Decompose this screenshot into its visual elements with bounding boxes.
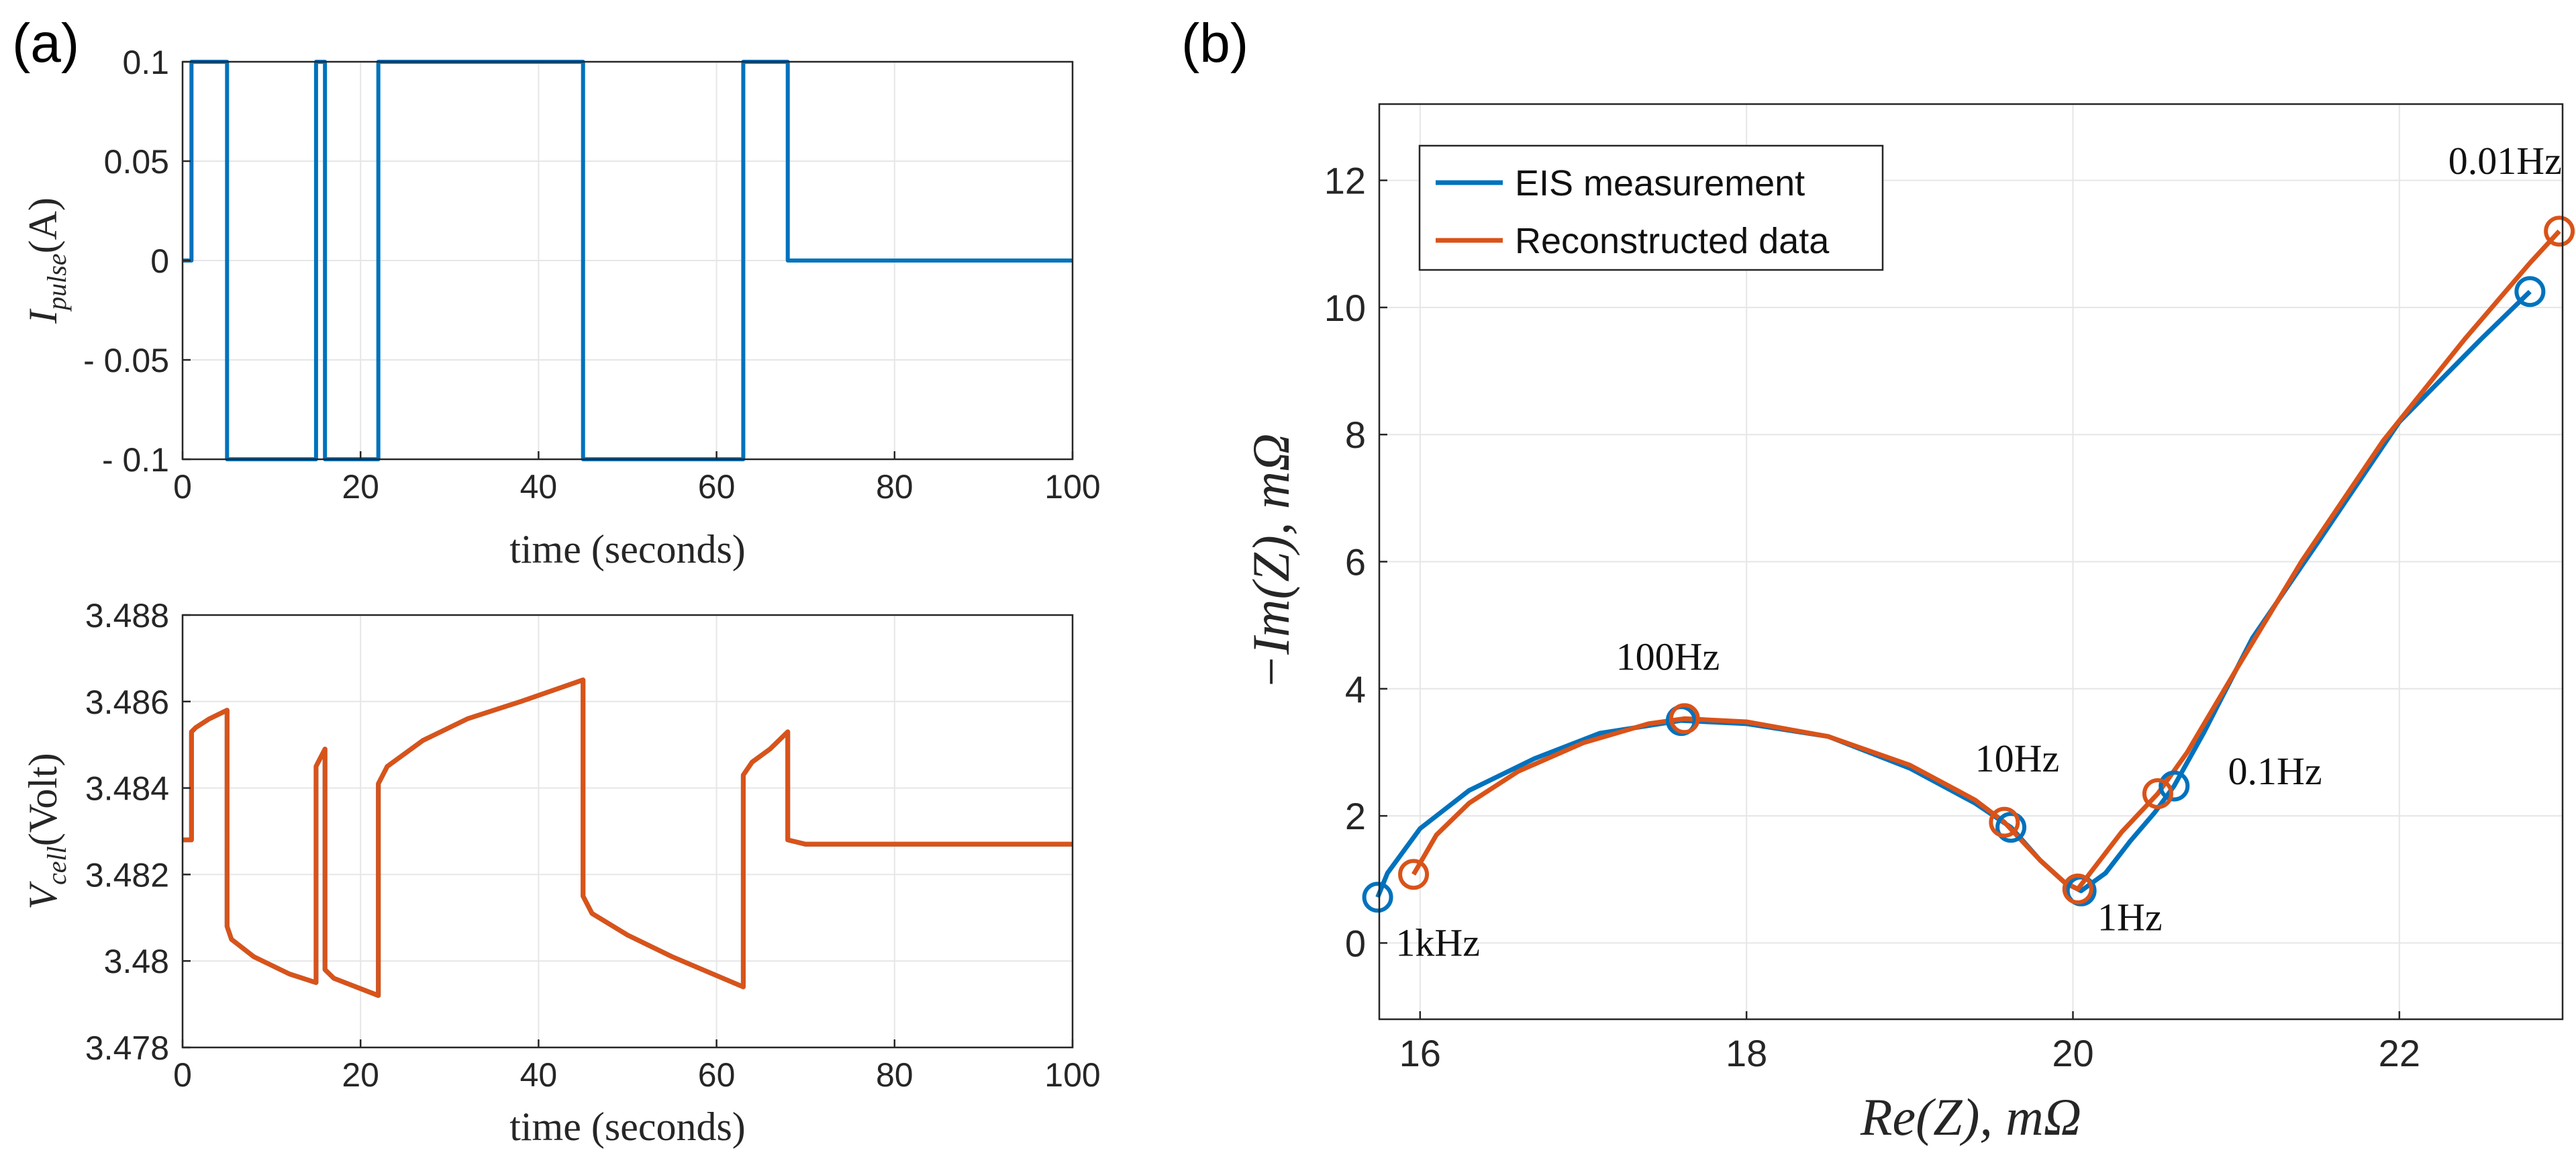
frequency-annotation: 1Hz: [2097, 895, 2163, 939]
x-tick-label: 18: [1726, 1032, 1767, 1074]
y-axis-label: −Im(Z), mΩ: [1242, 433, 1300, 690]
data-point-marker: [2544, 216, 2575, 247]
y-axis-label-subscript: pulse: [42, 253, 72, 312]
plot-frame: [181, 614, 1074, 1049]
y-tick-label: 3.482: [85, 856, 169, 894]
y-tick-label: 3.478: [85, 1029, 169, 1067]
y-axis-label-subscript: cell: [42, 846, 72, 885]
y-axis-label-main: V: [21, 881, 65, 910]
y-tick-label: 2: [1345, 795, 1366, 837]
x-axis-label: time (seconds): [509, 1105, 746, 1149]
frequency-annotation: 1kHz: [1395, 921, 1480, 964]
y-tick-label: 8: [1345, 414, 1366, 456]
x-tick-label: 100: [1044, 468, 1100, 506]
x-tick-label: 20: [342, 468, 379, 506]
data-point-marker: [1362, 882, 1393, 913]
frequency-annotation: 10Hz: [1975, 737, 2060, 780]
x-tick-label: 100: [1044, 1056, 1100, 1094]
y-tick-label: 0.05: [104, 143, 169, 181]
data-point-marker: [1398, 859, 1430, 890]
x-axis-label: Re(Z), mΩ: [1860, 1088, 2081, 1146]
legend-entry: EIS measurement: [1515, 163, 1805, 203]
nyquist-plot: 16 18 20 22 0 2 4 6 8 10 12 Re(Z), mΩ −Im(Z), mΩ 1kHz…: [1242, 103, 2575, 1146]
series-line-eis-measurement: [1375, 289, 2532, 898]
x-axis-label: time (seconds): [509, 527, 746, 571]
y-axis-label: Ipulse(A): [21, 197, 72, 324]
y-tick-label: 0.1: [122, 44, 169, 81]
y-axis-label-main: I: [21, 308, 65, 324]
x-tick-label: 22: [2379, 1032, 2420, 1074]
x-tick-label: 0: [173, 1056, 192, 1094]
x-tick-label: 20: [2052, 1032, 2093, 1074]
y-tick-label: 10: [1324, 287, 1366, 329]
data-point-marker: [1669, 703, 1700, 735]
series-line-reconstructed: [183, 677, 1073, 998]
y-tick-label: 3.488: [85, 597, 169, 635]
x-tick-label: 60: [698, 1056, 736, 1094]
x-tick-label: 16: [1399, 1032, 1441, 1074]
y-tick-label: 12: [1324, 160, 1366, 202]
x-tick-label: 80: [876, 468, 913, 506]
cell-voltage-plot: 0 20 40 60 80 100 3.478 3.48 3.482 3.484 3.486 3.48…: [21, 597, 1101, 1149]
x-tick-label: 40: [520, 468, 558, 506]
legend: EIS measurement Reconstructed data: [1418, 144, 1884, 271]
data-point-marker: [1995, 812, 2027, 843]
x-tick-label: 60: [698, 468, 736, 506]
data-point-marker: [1989, 806, 2020, 838]
panel-label-b: (b): [1181, 13, 1248, 74]
legend-box: [1418, 144, 1884, 271]
y-tick-label: 6: [1345, 541, 1366, 583]
data-point-marker: [2159, 770, 2190, 802]
data-point-marker: [2142, 778, 2173, 809]
x-tick-label: 20: [342, 1056, 379, 1094]
y-tick-label: - 0.05: [83, 342, 169, 379]
y-axis-label: Vcell(Volt): [21, 753, 72, 909]
current-pulse-plot: 0 20 40 60 80 100 - 0.1 - 0.05 0 0.05 0.1 time (sec…: [21, 44, 1101, 571]
y-tick-label: 4: [1345, 668, 1366, 710]
series-line-reconstructed-data: [1411, 229, 2561, 892]
legend-entry: Reconstructed data: [1515, 221, 1830, 261]
frequency-annotation: 0.01Hz: [2448, 139, 2562, 183]
y-tick-label: 3.484: [85, 770, 169, 808]
frequency-annotation: 100Hz: [1616, 635, 1720, 678]
y-tick-label: 0: [150, 242, 169, 280]
y-axis-label-unit: (A): [21, 197, 65, 253]
y-axis-label-unit: (Volt): [21, 753, 65, 846]
x-tick-label: 40: [520, 1056, 558, 1094]
y-tick-label: 3.486: [85, 684, 169, 721]
x-tick-label: 0: [173, 468, 192, 506]
data-point-marker: [2062, 873, 2093, 904]
x-tick-label: 80: [876, 1056, 913, 1094]
y-tick-label: 0: [1345, 922, 1366, 964]
frequency-annotation: 0.1Hz: [2228, 749, 2322, 793]
y-tick-label: - 0.1: [102, 441, 169, 479]
panel-label-a: (a): [12, 13, 79, 74]
y-tick-label: 3.48: [104, 943, 169, 980]
data-point-marker: [2514, 276, 2546, 308]
